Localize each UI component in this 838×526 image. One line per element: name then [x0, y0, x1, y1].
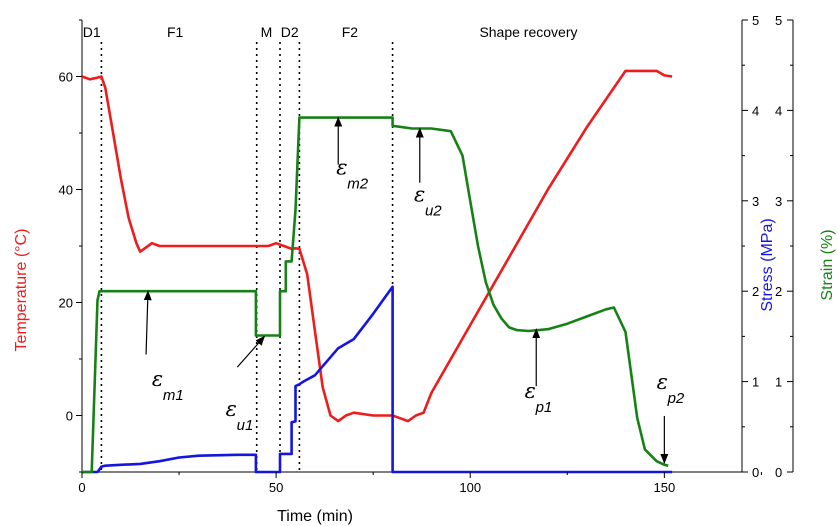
- series-line-strain: [82, 116, 669, 474]
- strain-tick-label: 5: [775, 13, 782, 28]
- annotation-subscript: u1: [237, 417, 254, 434]
- strain-tick-label: 2: [775, 284, 782, 299]
- stress-tick-label: 1: [752, 375, 759, 390]
- phase-label: F2: [342, 24, 359, 40]
- temperature-axis-title: Temperature (°C): [13, 229, 30, 352]
- annotation-arrow: [236, 335, 266, 368]
- temperature-tick-label: 0: [66, 409, 73, 424]
- annotation-arrow: [143, 290, 152, 355]
- annotation-symbol: ε: [525, 379, 536, 403]
- phase-label: D1: [83, 24, 101, 40]
- annotation-symbol: ε: [336, 156, 347, 180]
- strain-tick-label: 3: [775, 194, 782, 209]
- temperature-tick-label: 40: [59, 183, 73, 198]
- x-tick-label: 0: [78, 480, 85, 495]
- phase-label: Shape recovery: [479, 24, 577, 40]
- strain-axis-title: Strain (%): [819, 229, 836, 300]
- x-tick-label: 150: [654, 480, 676, 495]
- annotation-symbol: ε: [414, 183, 425, 207]
- stress-tick-label: 4: [752, 103, 759, 118]
- annotation-subscript: u2: [425, 203, 442, 220]
- phase-label: D2: [281, 24, 299, 40]
- annotation-symbol: ε: [152, 367, 163, 391]
- strain-tick-label: 0: [775, 465, 782, 480]
- stress-tick-label: 3: [752, 194, 759, 209]
- stress-axis-title: Stress (MPa): [759, 218, 776, 311]
- x-axis-title: Time (min): [277, 508, 353, 525]
- temperature-tick-label: 60: [59, 70, 73, 85]
- annotation-subscript: p2: [667, 390, 685, 407]
- x-tick-label: 100: [459, 480, 481, 495]
- series-line-temperature: [81, 69, 673, 423]
- phase-boundary-lines: D1 F1 M D2 F2 Shape recovery: [83, 24, 578, 472]
- phase-label: F1: [167, 24, 184, 40]
- stress-tick-label: 2: [752, 284, 759, 299]
- annotation-subscript: m2: [347, 176, 368, 193]
- annotation-subscript: p1: [535, 399, 553, 416]
- strain-tick-label: 1: [775, 375, 782, 390]
- series-layer: [81, 69, 673, 474]
- series-line-stress: [82, 285, 673, 474]
- phase-label: M: [261, 24, 273, 40]
- stress-tick-label: 0: [752, 465, 759, 480]
- annotation-symbol: ε: [226, 397, 237, 421]
- strain-tick-label: 4: [775, 103, 782, 118]
- annotation-subscript: m1: [163, 387, 184, 404]
- stress-tick-label: 5: [752, 13, 759, 28]
- annotation-symbol: ε: [657, 370, 668, 394]
- x-tick-label: 50: [269, 480, 283, 495]
- temperature-tick-label: 20: [59, 296, 73, 311]
